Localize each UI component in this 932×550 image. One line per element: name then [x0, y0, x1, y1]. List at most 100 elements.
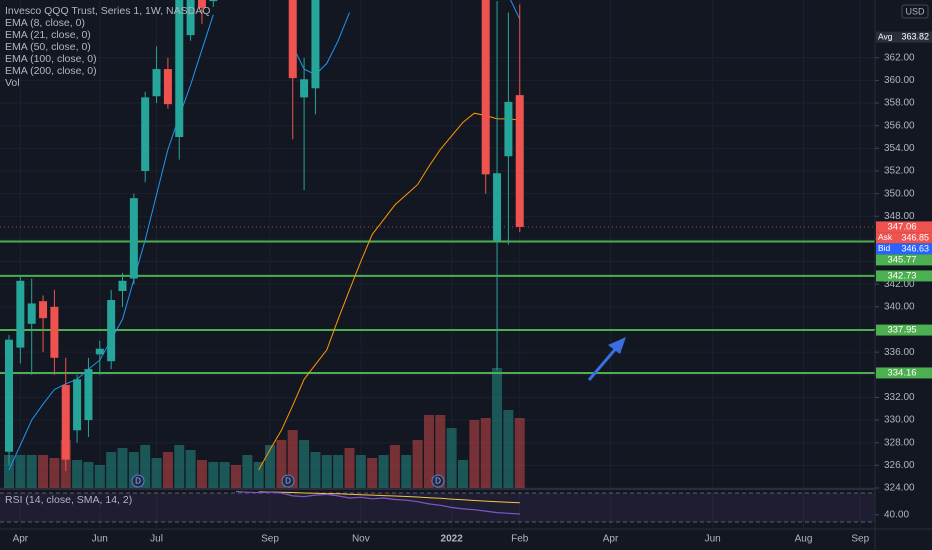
- level-tag: [876, 270, 932, 282]
- dividend-icon[interactable]: [431, 474, 445, 488]
- x-tick-label: Aug: [795, 534, 813, 545]
- y-tick-label: 340.00: [884, 301, 915, 312]
- y-tick-label: 348.00: [884, 211, 915, 222]
- ema-line: [258, 112, 520, 471]
- currency-label: USD: [905, 6, 925, 16]
- candle-body: [141, 97, 150, 171]
- candle-body: [311, 0, 320, 89]
- volume-bar: [378, 455, 389, 488]
- time-axis: Apr Jun Jul Sep Nov 2022 Feb Apr Jun Aug Sep: [13, 534, 870, 545]
- ask-tag-label: Ask: [878, 232, 893, 242]
- volume-bar: [242, 455, 253, 488]
- volume-bar: [389, 445, 400, 488]
- volume-bar: [435, 415, 446, 488]
- indicator-label: EMA (100, close, 0): [5, 53, 97, 65]
- volume-bar: [72, 460, 83, 488]
- x-tick-label: Nov: [352, 534, 370, 545]
- volume-bar: [162, 452, 173, 488]
- y-tick-label: 324.00: [884, 483, 915, 494]
- volume-bar: [480, 418, 491, 488]
- candle-body: [16, 280, 25, 348]
- volume-layer: [4, 368, 525, 488]
- candle-body: [50, 306, 59, 358]
- y-tick-label: 330.00: [884, 415, 915, 426]
- chart-title: Invesco QQQ Trust, Series 1, 1W, NASDAQ: [5, 5, 210, 17]
- arrow-drawing: [587, 337, 626, 381]
- x-tick-label: Jun: [92, 534, 108, 545]
- candle-body: [300, 79, 309, 98]
- rsi-title: RSI (14, close, SMA, 14, 2): [5, 494, 132, 506]
- candle-body: [163, 69, 172, 105]
- candle-body: [84, 369, 93, 421]
- volume-bar: [94, 465, 105, 488]
- y-tick-label: 326.00: [884, 460, 915, 471]
- candle-body: [39, 301, 48, 319]
- volume-bar: [458, 460, 468, 488]
- candle-body: [186, 0, 195, 36]
- candle-body: [129, 198, 138, 279]
- volume-bar: [287, 430, 298, 488]
- volume-bar: [469, 420, 480, 488]
- y-tick-label: 332.00: [884, 392, 915, 403]
- grid: [0, 0, 875, 528]
- y-tick-label: 352.00: [884, 166, 915, 177]
- volume-bar: [128, 452, 139, 488]
- dividend-icon[interactable]: [131, 474, 145, 488]
- x-tick-label: Feb: [511, 534, 529, 545]
- level-tag-value: 345.77: [887, 254, 916, 265]
- avg-tag-label: Avg: [878, 31, 893, 41]
- avg-tag-value: 363.82: [901, 32, 929, 42]
- level-tag: [876, 324, 932, 336]
- legend: Invesco QQQ Trust, Series 1, 1W, NASDAQ …: [5, 5, 210, 89]
- rsi-tick-label: 40.00: [884, 509, 909, 520]
- candle-body: [73, 379, 82, 431]
- volume-bar: [446, 428, 457, 488]
- volume-bar: [355, 455, 366, 488]
- volume-bar: [423, 415, 434, 488]
- volume-bar: [333, 455, 344, 488]
- dividend-label: D: [285, 477, 291, 486]
- candle-body: [107, 300, 116, 362]
- y-tick-label: 342.00: [884, 279, 915, 290]
- x-tick-label: Sep: [261, 534, 279, 545]
- rsi-sma-line: [258, 491, 520, 504]
- volume-bar: [265, 445, 276, 488]
- candle-body: [197, 0, 206, 8]
- ask-tag-value: 346.85: [901, 232, 929, 242]
- volume-bar: [151, 458, 162, 488]
- currency-box[interactable]: [901, 4, 929, 19]
- volume-bar: [299, 440, 310, 488]
- rsi-line: [235, 490, 520, 515]
- candle-body: [5, 339, 13, 452]
- volume-bar: [185, 450, 196, 488]
- level-tag: [876, 367, 932, 379]
- y-tick-label: 336.00: [884, 347, 915, 358]
- volume-bar: [174, 445, 185, 488]
- x-tick-label: Apr: [13, 534, 29, 545]
- candle-body: [493, 173, 502, 242]
- indicator-label: EMA (8, close, 0): [5, 17, 85, 29]
- volume-bar: [196, 460, 207, 488]
- volume-bar: [140, 445, 151, 488]
- x-tick-label: Jul: [150, 534, 163, 545]
- x-tick-label: Apr: [603, 534, 619, 545]
- volume-bar: [15, 455, 26, 488]
- volume-bar: [219, 462, 230, 488]
- dividend-label: D: [135, 477, 141, 486]
- candle-body: [118, 280, 127, 291]
- y-tick-label: 356.00: [884, 120, 915, 131]
- volume-bar: [321, 455, 332, 488]
- x-tick-label: Jun: [705, 534, 721, 545]
- candle-body: [481, 0, 490, 175]
- dividends: D D D: [131, 474, 445, 488]
- last-price-tag-value: 347.06: [887, 221, 916, 232]
- bid-tag: [876, 243, 932, 255]
- volume-bar: [253, 462, 264, 488]
- dividend-icon[interactable]: [281, 474, 295, 488]
- bid-tag-value: 346.63: [901, 243, 929, 253]
- volume-bar: [38, 455, 49, 488]
- volume-bar: [4, 455, 14, 488]
- level-tag-value: 337.95: [887, 325, 916, 336]
